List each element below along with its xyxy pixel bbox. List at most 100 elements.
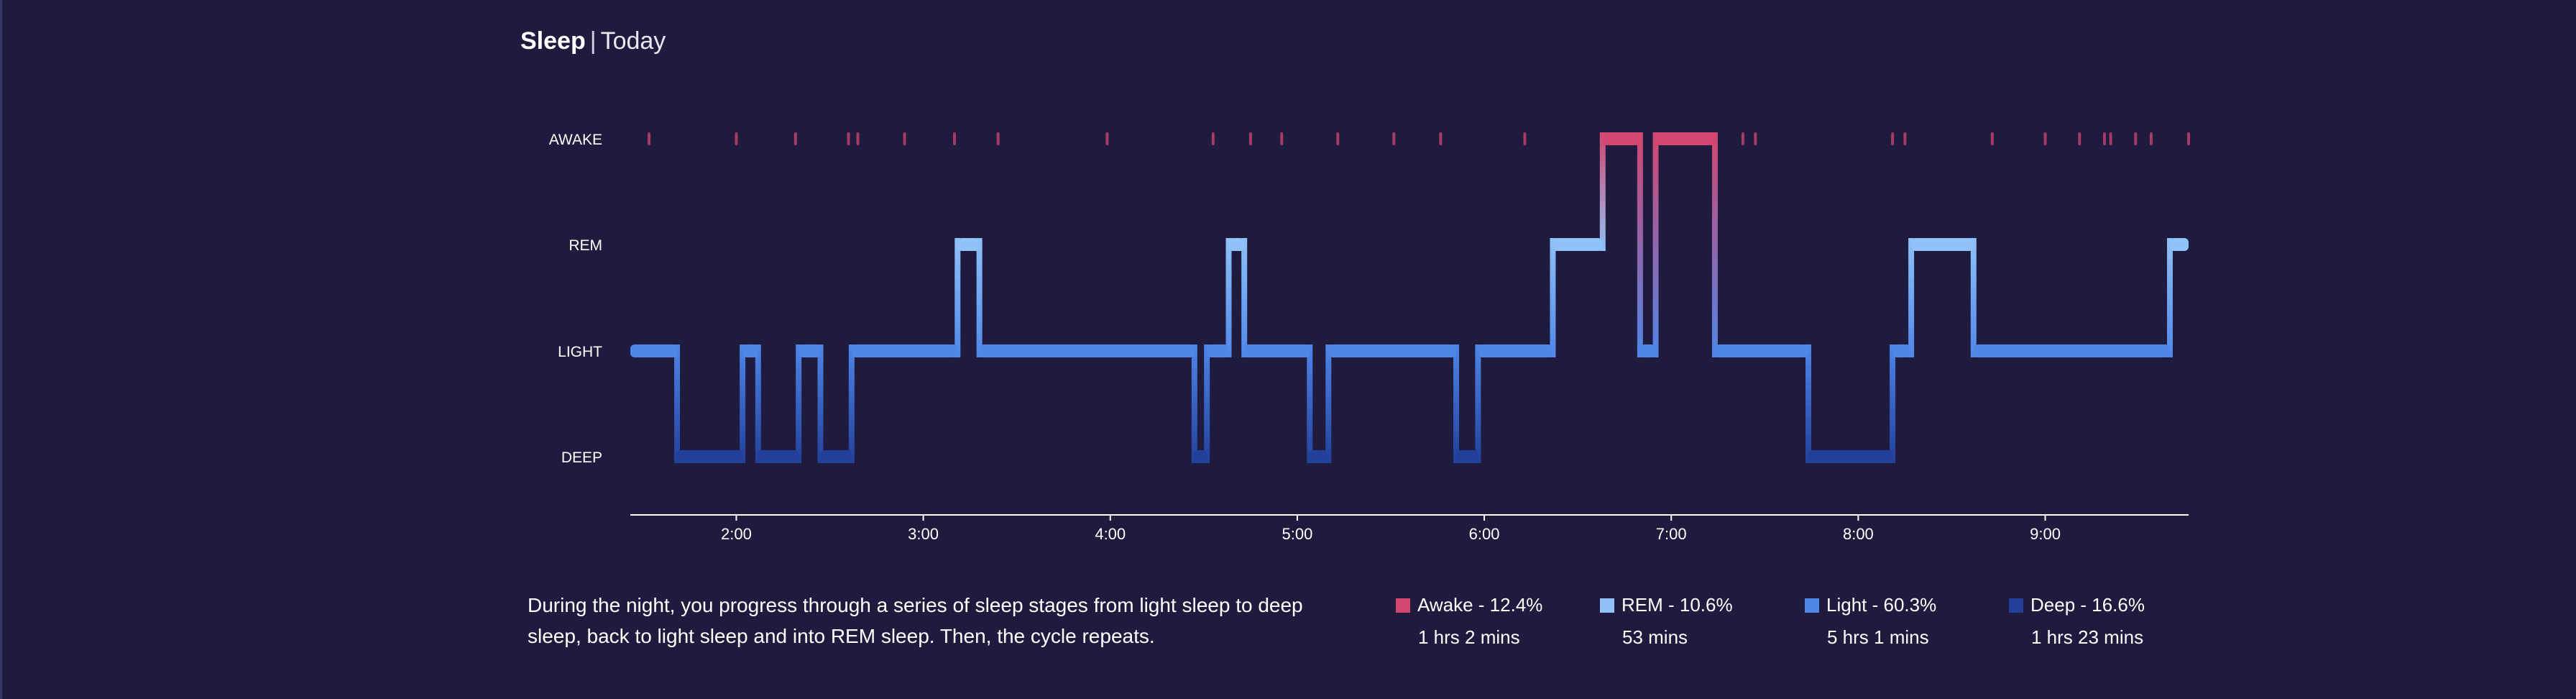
x-tick-label: 3:00 (908, 525, 939, 543)
legend-light-swatch (1805, 598, 1819, 613)
stage-transition (674, 344, 681, 463)
y-label-awake: AWAKE (549, 132, 602, 148)
y-label-light: LIGHT (558, 344, 602, 360)
stage-transition (1325, 344, 1332, 463)
legend-rem-label: REM - 10.6% (1622, 594, 1733, 616)
awake-blip (735, 132, 738, 145)
stage-bar-rem (1552, 238, 1603, 251)
awake-blip (1754, 132, 1757, 145)
legend-awake-swatch (1396, 598, 1410, 613)
awake-blip (1523, 132, 1527, 145)
x-tick-label: 7:00 (1656, 525, 1687, 543)
page-title: Sleep | Today (520, 27, 666, 55)
stage-bar-light (1207, 344, 1229, 357)
stage-bar-deep (1310, 450, 1329, 463)
awake-blip (2187, 132, 2190, 145)
legend-rem-duration: 53 mins (1622, 626, 1688, 648)
x-tick-label: 6:00 (1469, 525, 1500, 543)
legend-rem: REM - 10.6% 53 mins (1600, 594, 1787, 649)
stage-transition (1890, 344, 1896, 463)
legend-light: Light - 60.3% 5 hrs 1 mins (1805, 594, 1992, 649)
awake-blip (847, 132, 850, 145)
stage-bar-light (1973, 344, 2170, 357)
stage-bar-light (979, 344, 1195, 357)
legend-awake-duration: 1 hrs 2 mins (1418, 626, 1520, 648)
sleep-description: During the night, you progress through a… (528, 594, 1303, 647)
awake-blip (996, 132, 1000, 145)
title-separator: | (589, 27, 597, 55)
legend-deep-duration: 1 hrs 23 mins (2031, 626, 2144, 648)
x-tick-label: 8:00 (1843, 525, 1874, 543)
awake-blip (2043, 132, 2047, 145)
stage-transition (954, 238, 961, 357)
stage-bar-light (1328, 344, 1457, 357)
awake-blip (2134, 132, 2138, 145)
awake-blip (1211, 132, 1215, 145)
stage-bar-light (1714, 344, 1809, 357)
stage-transition (1475, 344, 1481, 463)
legend-deep: Deep - 16.6% 1 hrs 23 mins (2009, 594, 2196, 649)
stage-transition (817, 344, 824, 463)
stage-transition (1599, 132, 1606, 251)
y-label-deep: DEEP (561, 449, 602, 466)
stage-bar-deep (758, 450, 799, 463)
window-left-edge (0, 0, 2, 699)
stage-bar-light (799, 344, 821, 357)
stage-bar-light (851, 344, 958, 357)
stage-transition (1225, 238, 1232, 357)
stage-bar-deep (1194, 450, 1208, 463)
awake-blip (1248, 132, 1252, 145)
title-period: Today (600, 27, 666, 55)
awake-blip (952, 132, 956, 145)
awake-blip (1439, 132, 1443, 145)
y-label-rem: REM (569, 237, 602, 254)
awake-blip (903, 132, 906, 145)
stage-bar-rem (1228, 238, 1245, 251)
stage-transition (848, 344, 855, 463)
stage-transition (1908, 238, 1915, 357)
stage-transition (1204, 344, 1210, 463)
awake-blip (2109, 132, 2112, 145)
awake-blip (648, 132, 651, 145)
stage-transition (1970, 238, 1977, 357)
legend-light-label: Light - 60.3% (1826, 594, 1937, 616)
stage-bar-light (1892, 344, 1912, 357)
x-tick-label: 2:00 (721, 525, 752, 543)
awake-blip (1891, 132, 1895, 145)
stage-transition (1806, 344, 1812, 463)
stage-transition (1191, 344, 1197, 463)
title-sleep: Sleep (520, 27, 586, 55)
stage-bar-rem (1911, 238, 1974, 251)
legend-awake-label: Awake - 12.4% (1417, 594, 1543, 616)
awake-blip (2102, 132, 2106, 145)
stage-transition (2166, 238, 2173, 357)
stage-transition (740, 344, 746, 463)
stage-bar-light (1244, 344, 1310, 357)
legend-awake: Awake - 12.4% 1 hrs 2 mins (1396, 594, 1583, 649)
x-tick-label: 9:00 (2030, 525, 2061, 543)
legend-deep-swatch (2009, 598, 2023, 613)
awake-blip (1903, 132, 1907, 145)
stage-transition (1711, 132, 1718, 357)
stage-bar-rem (2169, 238, 2189, 251)
stage-transition (1307, 344, 1313, 463)
stage-bar-deep (820, 450, 852, 463)
awake-blip (1105, 132, 1109, 145)
awake-blip (1990, 132, 1994, 145)
stage-transition (755, 344, 761, 463)
stage-transition (976, 238, 983, 357)
awake-blip (856, 132, 860, 145)
stage-bar-light (1639, 344, 1656, 357)
awake-blip (2078, 132, 2082, 145)
legend-light-duration: 5 hrs 1 mins (1827, 626, 1929, 648)
x-tick-label: 5:00 (1282, 525, 1312, 543)
awake-blip (2149, 132, 2153, 145)
stage-transition (1637, 132, 1643, 357)
awake-blip (1741, 132, 1744, 145)
legend-rem-swatch (1600, 598, 1614, 613)
x-tick-label: 4:00 (1095, 525, 1126, 543)
awake-blip (794, 132, 797, 145)
awake-blip (1280, 132, 1284, 145)
stage-bar-light (1478, 344, 1553, 357)
